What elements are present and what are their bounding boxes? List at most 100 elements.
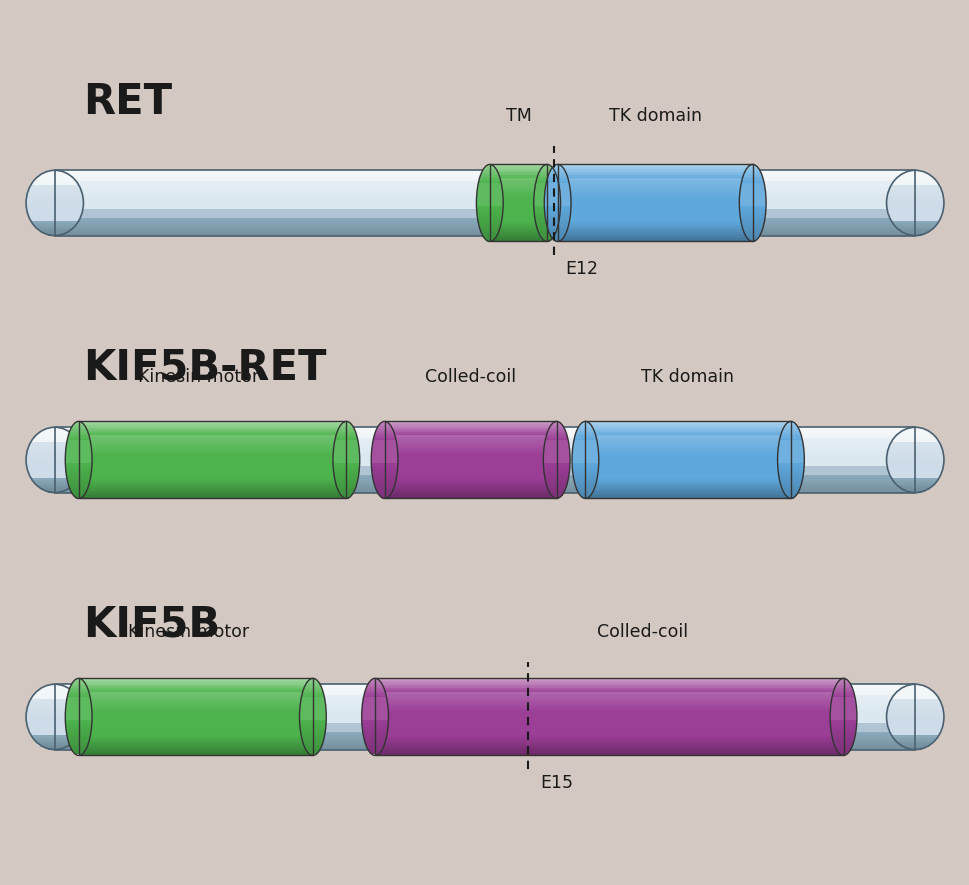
Bar: [777, 449, 803, 450]
Bar: [557, 196, 752, 198]
Bar: [584, 458, 790, 460]
Bar: [369, 681, 381, 683]
Bar: [54, 176, 915, 178]
Bar: [299, 721, 326, 723]
Bar: [788, 496, 793, 498]
Bar: [375, 721, 843, 723]
Bar: [777, 469, 803, 471]
Bar: [739, 212, 765, 214]
Bar: [893, 481, 935, 483]
Bar: [68, 694, 89, 696]
Bar: [739, 194, 765, 196]
Bar: [543, 466, 570, 468]
Bar: [303, 689, 322, 691]
Bar: [480, 227, 499, 229]
Bar: [890, 474, 940, 476]
Bar: [31, 220, 78, 223]
Bar: [363, 738, 386, 740]
Bar: [385, 434, 556, 435]
Bar: [35, 226, 75, 227]
Bar: [29, 474, 79, 476]
Bar: [299, 711, 326, 712]
Bar: [375, 689, 843, 690]
Bar: [777, 452, 803, 454]
Bar: [557, 204, 752, 206]
Bar: [303, 743, 322, 745]
Bar: [543, 467, 569, 469]
Bar: [343, 421, 349, 423]
Bar: [584, 436, 790, 438]
Bar: [572, 458, 598, 460]
Bar: [584, 453, 790, 455]
Bar: [741, 226, 763, 227]
Bar: [830, 700, 855, 702]
Bar: [371, 449, 397, 450]
Bar: [385, 496, 556, 498]
Bar: [741, 224, 763, 227]
Bar: [78, 698, 313, 700]
Bar: [362, 701, 387, 704]
Bar: [533, 201, 560, 204]
Bar: [886, 457, 943, 458]
Bar: [54, 192, 915, 193]
Bar: [67, 700, 91, 702]
Bar: [908, 684, 921, 686]
Bar: [41, 173, 69, 175]
Bar: [26, 720, 83, 722]
Bar: [78, 457, 346, 458]
Text: TK domain: TK domain: [609, 106, 701, 125]
Bar: [546, 184, 569, 186]
Bar: [371, 461, 397, 463]
Bar: [28, 447, 81, 449]
Bar: [27, 707, 82, 709]
Bar: [337, 430, 355, 433]
Bar: [898, 432, 930, 434]
Bar: [477, 213, 502, 215]
Bar: [78, 436, 346, 438]
Bar: [362, 730, 387, 733]
Bar: [54, 435, 915, 436]
Bar: [375, 680, 843, 681]
Bar: [489, 236, 547, 238]
Text: KIF5B: KIF5B: [83, 604, 220, 646]
Bar: [68, 436, 89, 439]
Bar: [781, 488, 799, 489]
Bar: [738, 206, 766, 208]
Bar: [54, 724, 915, 726]
Bar: [385, 463, 556, 465]
Bar: [385, 432, 556, 434]
Bar: [780, 484, 800, 487]
Bar: [891, 181, 937, 183]
Bar: [54, 179, 915, 180]
Bar: [362, 734, 387, 735]
Bar: [544, 473, 569, 475]
Bar: [54, 739, 915, 741]
Bar: [476, 196, 503, 198]
Bar: [332, 457, 359, 458]
Bar: [301, 695, 324, 697]
Bar: [54, 734, 915, 735]
Bar: [832, 742, 853, 743]
Bar: [539, 234, 554, 235]
Bar: [78, 720, 313, 721]
Bar: [65, 717, 92, 719]
Bar: [375, 738, 843, 740]
Bar: [29, 216, 80, 218]
Bar: [782, 429, 798, 431]
Bar: [362, 698, 387, 700]
Bar: [535, 218, 559, 220]
Bar: [371, 465, 397, 466]
Bar: [343, 496, 349, 498]
Bar: [890, 219, 939, 221]
Bar: [478, 219, 501, 221]
Bar: [835, 684, 851, 686]
Bar: [66, 707, 92, 710]
Bar: [893, 738, 935, 740]
Bar: [54, 460, 915, 462]
Bar: [547, 488, 565, 489]
Text: TM: TM: [505, 106, 531, 125]
Bar: [888, 189, 941, 192]
Bar: [887, 707, 942, 709]
Bar: [26, 206, 83, 208]
Bar: [552, 238, 562, 240]
